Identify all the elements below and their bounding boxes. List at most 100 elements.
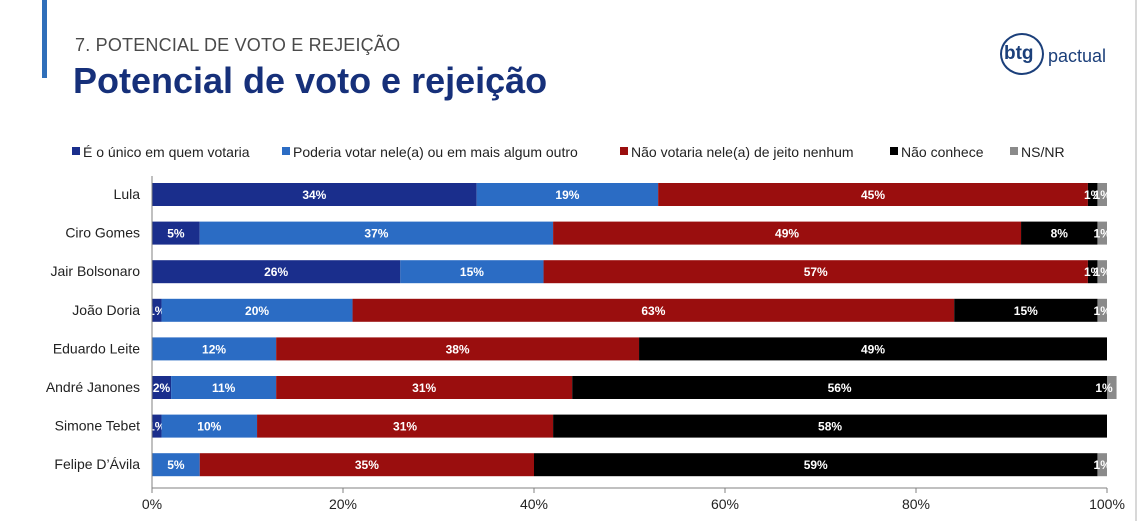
bar-segment bbox=[1087, 183, 1098, 206]
logo-btg-text: btg bbox=[1004, 43, 1034, 64]
category-label: Ciro Gomes bbox=[65, 225, 140, 241]
bar-segment bbox=[553, 221, 1022, 245]
bar-segment bbox=[534, 453, 1098, 477]
bar-data-label: 11% bbox=[212, 381, 236, 395]
bar-segment bbox=[1107, 376, 1117, 399]
legend-swatch bbox=[890, 147, 898, 155]
bar-data-label: 5% bbox=[167, 227, 185, 241]
bar-data-label: 35% bbox=[355, 458, 379, 472]
bar-segment bbox=[1097, 260, 1107, 284]
bar-segment bbox=[152, 183, 477, 206]
bar-data-label: 34% bbox=[302, 188, 326, 202]
bar-data-label: 1% bbox=[1094, 227, 1112, 241]
bar-data-label: 37% bbox=[364, 227, 388, 241]
bar-data-label: 58% bbox=[818, 420, 842, 434]
bar-data-label: 1% bbox=[1095, 381, 1113, 395]
bar-data-label: 15% bbox=[1014, 304, 1038, 318]
bar-data-label: 12% bbox=[202, 342, 226, 356]
bar-data-label: 10% bbox=[197, 420, 221, 434]
bar-data-label: 26% bbox=[264, 265, 288, 279]
bar-segment bbox=[152, 453, 200, 477]
bar-segment bbox=[152, 376, 172, 399]
bar-data-label: 49% bbox=[775, 227, 799, 241]
bar-segment bbox=[1097, 298, 1107, 322]
bar-data-label: 1% bbox=[148, 420, 166, 434]
bar-segment bbox=[400, 260, 544, 284]
legend-swatch bbox=[620, 147, 628, 155]
x-tick-label: 80% bbox=[902, 496, 930, 512]
bar-segment bbox=[553, 414, 1107, 438]
bar-segment bbox=[161, 298, 353, 322]
bar-segment bbox=[152, 298, 162, 322]
bar-segment bbox=[152, 414, 162, 438]
x-tick-label: 20% bbox=[329, 496, 357, 512]
bar-segment bbox=[161, 414, 258, 438]
logo-pactual-text: pactual bbox=[1048, 46, 1107, 66]
category-label: Jair Bolsonaro bbox=[51, 263, 141, 279]
bar-data-label: 31% bbox=[393, 420, 417, 434]
bar-segment bbox=[954, 298, 1098, 322]
bar-segment bbox=[1097, 453, 1107, 477]
bar-data-label: 1% bbox=[1094, 265, 1112, 279]
bar-segment bbox=[199, 221, 554, 245]
accent-bar bbox=[42, 0, 47, 78]
bar-data-label: 63% bbox=[641, 304, 665, 318]
bar-data-label: 1% bbox=[1094, 188, 1112, 202]
category-label: Simone Tebet bbox=[55, 418, 140, 434]
bar-data-label: 31% bbox=[412, 381, 436, 395]
bar-data-label: 57% bbox=[804, 265, 828, 279]
bar-segment bbox=[171, 376, 277, 399]
slide-border bbox=[1135, 0, 1137, 521]
bar-segment bbox=[1087, 260, 1098, 284]
category-label: André Janones bbox=[46, 379, 140, 395]
bar-data-label: 1% bbox=[1094, 458, 1112, 472]
bar-data-label: 2% bbox=[153, 381, 171, 395]
bar-segment bbox=[1097, 221, 1107, 245]
bar-segment bbox=[152, 337, 277, 361]
page-title: Potencial de voto e rejeição bbox=[73, 60, 548, 101]
chart-legend: É o único em quem votaria Poderia votar n… bbox=[72, 144, 1065, 160]
x-tick-label: 60% bbox=[711, 496, 739, 512]
logo-circle bbox=[1000, 33, 1044, 75]
bar-segment bbox=[543, 260, 1088, 284]
chart-x-axis: 0% 20% 40% 60% 80% 100% bbox=[142, 176, 1125, 512]
legend-label: Não conhece bbox=[901, 144, 984, 160]
bar-segment bbox=[199, 453, 534, 477]
bar-segment bbox=[476, 183, 659, 206]
bar-data-label: 1% bbox=[1084, 188, 1102, 202]
bar-segment bbox=[152, 221, 200, 245]
bar-data-label: 15% bbox=[460, 265, 484, 279]
bar-data-label: 49% bbox=[861, 342, 885, 356]
bar-data-label: 20% bbox=[245, 304, 269, 318]
bar-segment bbox=[572, 376, 1107, 399]
legend-swatch bbox=[1010, 147, 1018, 155]
bar-data-label: 1% bbox=[1094, 304, 1112, 318]
bar-segment bbox=[352, 298, 955, 322]
bar-data-label: 5% bbox=[167, 458, 185, 472]
category-label: Eduardo Leite bbox=[53, 340, 140, 356]
section-label: 7. POTENCIAL DE VOTO E REJEIÇÃO bbox=[75, 35, 401, 55]
bar-data-label: 38% bbox=[446, 342, 470, 356]
x-tick-label: 100% bbox=[1089, 496, 1125, 512]
category-label: João Doria bbox=[72, 302, 140, 318]
bar-segment bbox=[1021, 221, 1098, 245]
bar-segment bbox=[152, 260, 401, 284]
bar-segment bbox=[276, 376, 573, 399]
category-label: Felipe D’Ávila bbox=[54, 456, 140, 472]
bar-data-label: 8% bbox=[1051, 227, 1069, 241]
bar-data-label: 1% bbox=[148, 304, 166, 318]
x-tick-label: 0% bbox=[142, 496, 162, 512]
legend-label: Não votaria nele(a) de jeito nenhum bbox=[631, 144, 854, 160]
x-tick-label: 40% bbox=[520, 496, 548, 512]
legend-label: Poderia votar nele(a) ou em mais algum o… bbox=[293, 144, 578, 160]
legend-label: NS/NR bbox=[1021, 144, 1065, 160]
bar-data-label: 19% bbox=[555, 188, 579, 202]
bar-segment bbox=[1097, 183, 1107, 206]
legend-label: É o único em quem votaria bbox=[83, 144, 250, 160]
bar-data-label: 1% bbox=[1084, 265, 1102, 279]
bar-segment bbox=[658, 183, 1088, 206]
chart-bars: 34% 19% 45% 1%1%5% 37% 49% 8% 1%26% 15% 57% 1%1%1%… bbox=[143, 183, 1117, 477]
bar-segment bbox=[276, 337, 640, 361]
bar-segment bbox=[257, 414, 554, 438]
